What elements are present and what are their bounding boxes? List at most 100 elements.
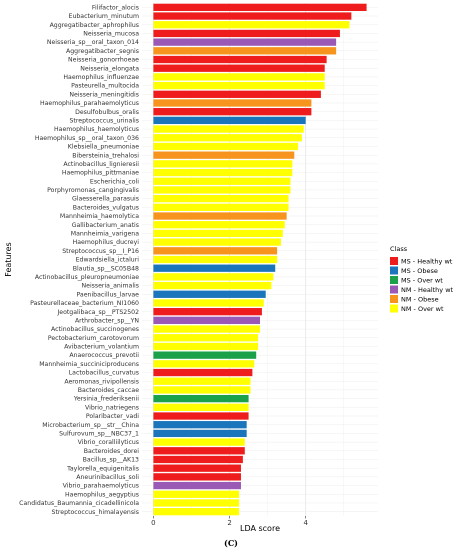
y-tick-label: Streptococcus_sp__I_P16 — [62, 248, 139, 255]
y-tick-label: Actinobacillus_succinogenes — [51, 326, 139, 333]
bar — [153, 12, 352, 20]
y-tick-label: Mannheimia_haemolytica — [60, 213, 139, 220]
y-tick-label: Anaerococcus_prevotii — [69, 352, 139, 359]
bar — [153, 403, 249, 411]
y-tick-label: Avibacterium_volantium — [64, 344, 139, 351]
y-tick-label: Bacillus_sp__AK13 — [83, 457, 139, 464]
bar — [153, 429, 247, 438]
y-tick-label: Vibrio_natriegens — [85, 404, 139, 411]
bar — [153, 281, 272, 290]
y-tick-label: Neisseria_mucosa — [83, 31, 139, 38]
bar — [153, 325, 260, 333]
y-tick-label: Aggregatibacter_segnis — [66, 48, 139, 55]
y-tick-label: Gallibacterium_anatis — [72, 222, 139, 229]
y-tick-label: Bibersteinia_trehalosi — [72, 152, 139, 159]
y-tick-label: Bacteroides_caccae — [78, 387, 139, 394]
y-tick-label: Neisseria_gonorrhoeae — [68, 57, 139, 64]
y-tick-label: Microbacterium_sp__str__China — [42, 422, 139, 429]
bar — [153, 299, 264, 307]
y-tick-label: Neisseria_sp__oral_taxon_014 — [47, 39, 139, 46]
y-tick-label: Vibrio_coralliilyticus — [78, 439, 139, 446]
bar — [153, 264, 276, 272]
bar — [153, 464, 241, 472]
legend-entry-label: MS - Healthy wt — [401, 257, 453, 265]
bar — [153, 499, 240, 507]
y-tick-label: Bacteroides_dorei — [84, 448, 140, 455]
y-tick-label: Jeotgalibaca_sp__PTS2502 — [56, 309, 139, 316]
y-tick-label: Porphyromonas_cangingivalis — [47, 187, 139, 194]
y-tick-label: Paenibacillus_larvae — [76, 291, 139, 298]
x-tick-label: 0 — [151, 519, 155, 527]
y-tick-label: Taylorella_equigenitalis — [66, 465, 139, 472]
bar — [153, 290, 266, 298]
bar — [153, 160, 293, 168]
bar — [153, 125, 304, 133]
y-tick-label: Bacteroides_vulgatus — [73, 204, 139, 211]
y-tick-label: Eubacterium_minutum — [69, 13, 139, 20]
bar — [153, 81, 325, 90]
bar — [153, 21, 350, 29]
bar — [153, 203, 289, 211]
bar — [153, 212, 287, 220]
bar — [153, 490, 240, 498]
y-tick-label: Lactobacillus_curvatus — [69, 370, 139, 377]
figure-caption: (C) — [224, 538, 238, 548]
bar — [153, 116, 306, 125]
y-tick-label: Klebsiella_pneumoniae — [68, 144, 139, 151]
y-tick-label: Pectobacterium_carotovorum — [48, 335, 139, 342]
bar — [153, 368, 253, 377]
y-tick-label: Sulfurovum_sp__NBC37_1 — [59, 430, 139, 437]
legend-swatch — [390, 276, 398, 284]
legend-entry-label: MS - Obese — [401, 267, 438, 275]
bar — [153, 177, 291, 185]
bar — [153, 186, 291, 194]
y-tick-label: Haemophilus_parahaemolyticus — [40, 100, 139, 107]
y-tick-label: Yersinia_frederiksenii — [73, 396, 139, 403]
y-tick-label: Filifactor_alocis — [92, 4, 139, 11]
legend-swatch — [390, 285, 398, 294]
y-tick-label: Aneurinibacillus_soli — [76, 474, 139, 481]
bar — [153, 255, 278, 264]
bar — [153, 238, 281, 246]
legend-swatch — [390, 257, 398, 265]
legend-entry-label: NM - Over wt — [401, 305, 444, 313]
bar — [153, 473, 241, 481]
y-tick-label: Haemophilus_pittmaniae — [62, 170, 139, 177]
y-tick-label: Neisseria_meningitidis — [69, 91, 139, 98]
bar — [153, 151, 295, 159]
legend-swatch — [390, 304, 398, 313]
y-tick-label: Actinobacillus_pleuropneumoniae — [35, 274, 139, 281]
x-tick-labels: 0 2 4 — [151, 516, 308, 527]
y-tick-label: Neisseria_animalis — [82, 283, 139, 290]
bar — [153, 221, 285, 229]
y-tick-label: Aggregatibacter_aphrophilus — [50, 22, 139, 29]
bar — [153, 247, 278, 255]
legend-entry-label: MS - Over wt — [401, 276, 443, 284]
bar — [153, 438, 245, 446]
y-tick-label: Streptococcus_himalayensis — [52, 509, 139, 516]
legend-entry-label: NM - Obese — [401, 295, 439, 303]
y-tick-label: Arthrobacter_sp__YN — [75, 317, 139, 324]
bar — [153, 142, 299, 151]
y-tick-label: Neisseria_elongata — [80, 65, 139, 72]
bar — [153, 73, 325, 81]
y-tick-label: Edwardsiella_ictaluri — [76, 257, 140, 264]
legend-swatch — [390, 266, 398, 275]
y-tick-label: Haemophilus_haemolyticus — [54, 126, 139, 133]
bar — [153, 316, 260, 325]
bar — [153, 194, 289, 203]
y-axis-title: Features — [4, 242, 13, 276]
y-tick-label: Pasteurellaceae_bacterium_NI1060 — [30, 300, 139, 307]
bar — [153, 412, 249, 420]
bar — [153, 481, 241, 490]
bar — [153, 168, 293, 177]
bar — [153, 47, 337, 55]
x-tick-label: 2 — [227, 519, 231, 527]
y-tick-label: Mannheimia_succiniciproducens — [39, 361, 139, 368]
y-tick-label: Vibrio_parahaemolyticus — [63, 483, 139, 490]
bar — [153, 447, 245, 455]
y-tick-label: Haemophilus_aegyptius — [65, 491, 139, 498]
x-tick-label: 4 — [303, 519, 308, 527]
